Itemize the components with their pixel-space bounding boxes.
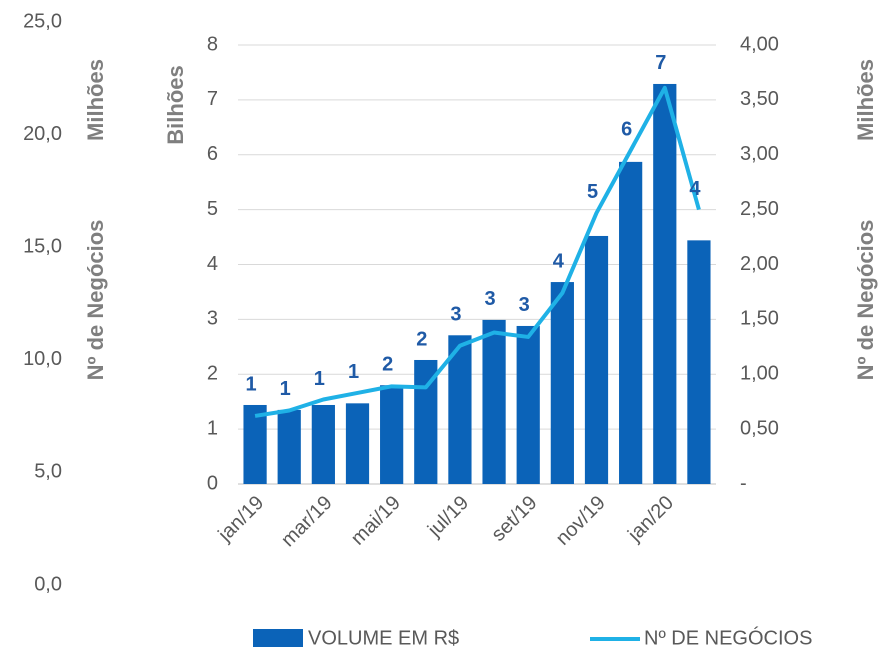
bar bbox=[345, 403, 370, 484]
y-tick-label: 6 bbox=[207, 143, 218, 165]
x-tick-label: jul/19 bbox=[423, 492, 473, 542]
bar bbox=[653, 83, 677, 485]
y-axis-unit: Bilhões bbox=[163, 65, 188, 144]
bar bbox=[584, 235, 609, 484]
y3-tick-label: 0,0 bbox=[34, 573, 62, 595]
data-label: 1 bbox=[348, 361, 359, 383]
bar bbox=[414, 359, 438, 484]
y2-tick-label: - bbox=[740, 472, 747, 494]
bar bbox=[619, 161, 643, 485]
data-label: 3 bbox=[519, 294, 530, 316]
data-label: 1 bbox=[280, 378, 291, 400]
y-tick-label: 8 bbox=[207, 33, 218, 55]
bar bbox=[311, 404, 335, 484]
y3-axis-unit: Milhões bbox=[83, 59, 108, 141]
y3-tick-label: 25,0 bbox=[23, 10, 62, 32]
bar bbox=[380, 385, 404, 484]
data-label: 2 bbox=[382, 354, 393, 376]
y3-tick-label: 20,0 bbox=[23, 123, 62, 145]
data-label: 1 bbox=[246, 373, 257, 395]
x-tick-label: nov/19 bbox=[552, 492, 610, 550]
y2-axis-title: Nº de Negócios bbox=[853, 220, 878, 381]
y-tick-label: 7 bbox=[207, 88, 218, 110]
y2-tick-label: 3,50 bbox=[740, 88, 779, 110]
legend-label: VOLUME EM R$ bbox=[308, 627, 459, 649]
y-tick-label: 1 bbox=[207, 417, 218, 439]
bar bbox=[516, 325, 540, 484]
data-label: 3 bbox=[450, 304, 461, 326]
legend-swatch bbox=[253, 629, 303, 647]
x-tick-label: mai/19 bbox=[347, 492, 405, 550]
data-label: 5 bbox=[587, 181, 598, 203]
y2-tick-label: 1,00 bbox=[740, 363, 779, 385]
legend-label: Nº DE NEGÓCIOS bbox=[644, 626, 812, 649]
y-tick-label: 4 bbox=[207, 253, 218, 275]
bar bbox=[277, 409, 301, 484]
bar bbox=[482, 319, 506, 484]
data-label: 2 bbox=[416, 328, 427, 350]
data-label: 7 bbox=[655, 52, 666, 74]
bar bbox=[243, 404, 267, 484]
data-label: 4 bbox=[689, 178, 701, 200]
x-tick-label: jan/20 bbox=[623, 492, 678, 547]
x-tick-label: mar/19 bbox=[277, 492, 337, 552]
y2-tick-label: 1,50 bbox=[740, 308, 779, 330]
bar bbox=[550, 282, 574, 484]
y3-tick-label: 15,0 bbox=[23, 235, 62, 257]
data-label: 4 bbox=[553, 250, 565, 272]
y2-tick-label: 3,00 bbox=[740, 143, 779, 165]
y3-axis-title: Nº de Negócios bbox=[83, 220, 108, 381]
x-tick-label: jan/19 bbox=[214, 492, 269, 547]
y-tick-label: 2 bbox=[207, 363, 218, 385]
y3-tick-label: 5,0 bbox=[34, 461, 62, 483]
y2-tick-label: 2,50 bbox=[740, 198, 779, 220]
y2-axis-unit: Milhões bbox=[853, 59, 878, 141]
data-label: 3 bbox=[485, 288, 496, 310]
y-tick-label: 0 bbox=[207, 472, 218, 494]
y-tick-label: 5 bbox=[207, 198, 218, 220]
y-tick-label: 3 bbox=[207, 308, 218, 330]
data-label: 6 bbox=[621, 119, 632, 141]
y3-tick-label: 10,0 bbox=[23, 348, 62, 370]
data-label: 1 bbox=[314, 368, 325, 390]
bar bbox=[448, 335, 472, 484]
y2-tick-label: 2,00 bbox=[740, 253, 779, 275]
y2-tick-label: 0,50 bbox=[740, 417, 779, 439]
y2-tick-label: 4,00 bbox=[740, 33, 779, 55]
bar bbox=[687, 240, 711, 484]
x-tick-label: set/19 bbox=[487, 492, 541, 546]
line bbox=[254, 85, 701, 418]
